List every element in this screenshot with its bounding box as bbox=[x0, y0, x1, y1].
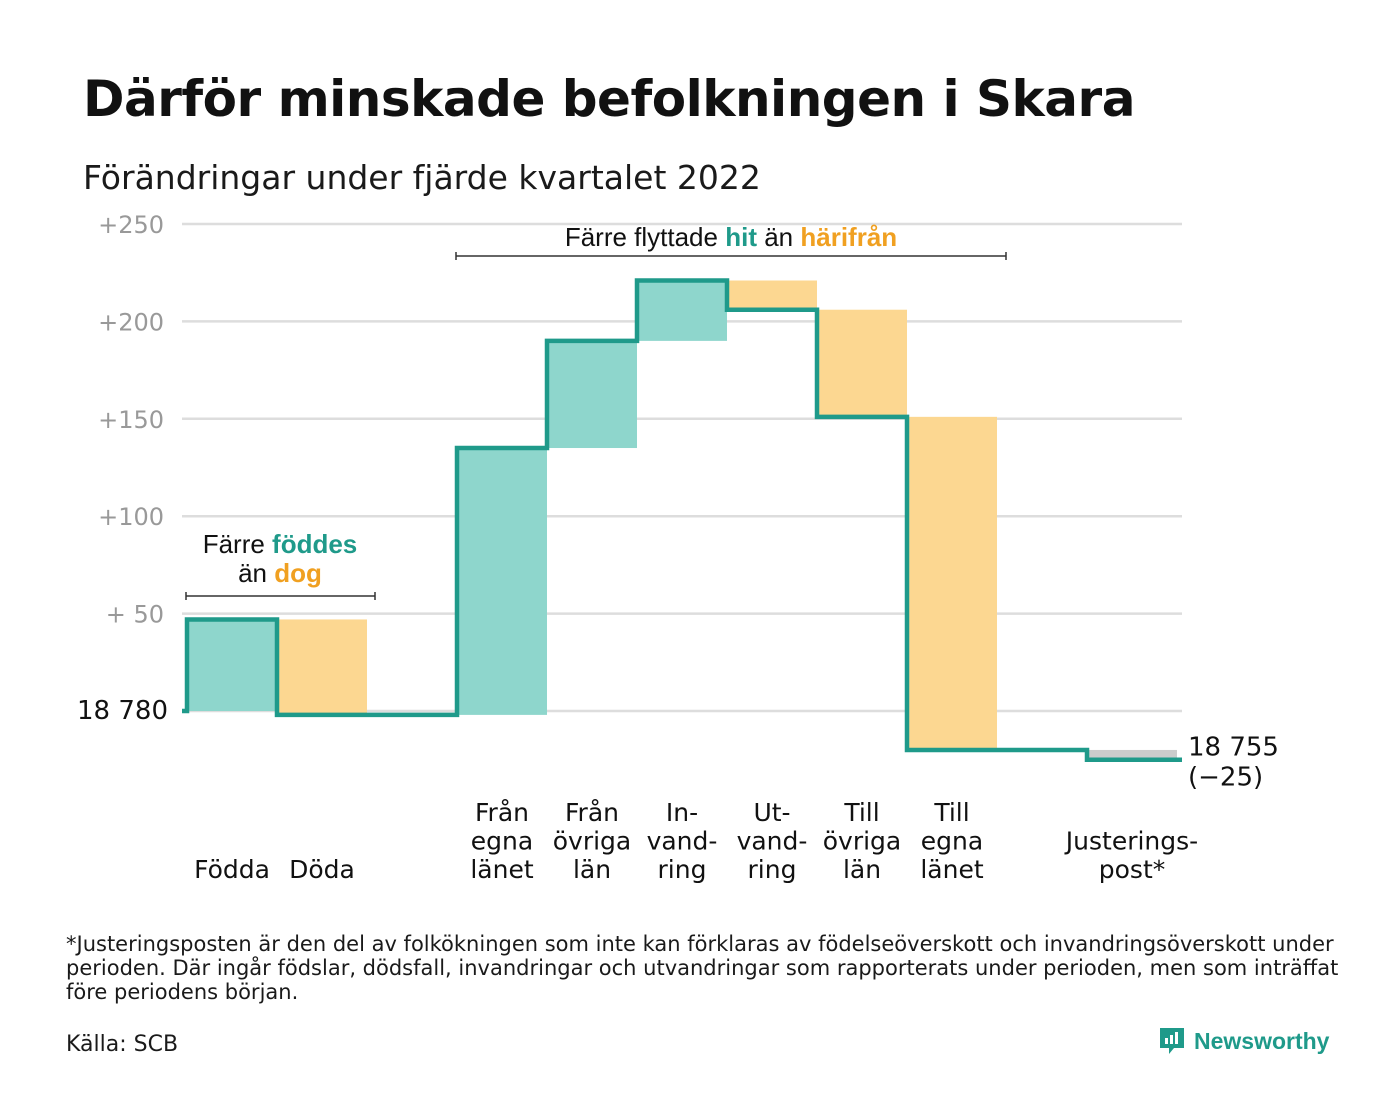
x-category-label: Till bbox=[933, 798, 969, 827]
x-category-label: In- bbox=[666, 798, 698, 827]
annotation-fragment: härifrån bbox=[800, 222, 897, 252]
annotation-fragment: än bbox=[238, 558, 274, 588]
annotation-births-deaths-line2: än dog bbox=[238, 558, 322, 588]
end-change-label: (−25) bbox=[1188, 763, 1263, 793]
x-category-label: Födda bbox=[194, 855, 270, 884]
x-category-label: vand- bbox=[647, 827, 718, 856]
y-tick-label: +100 bbox=[98, 503, 164, 531]
chart-title: Därför minskade befolkningen i Skara bbox=[83, 70, 1135, 128]
annotation-fragment: Färre bbox=[203, 529, 272, 559]
x-category-label: Döda bbox=[289, 855, 355, 884]
brand-name: Newsworthy bbox=[1194, 1027, 1330, 1054]
y-tick-label: +150 bbox=[98, 406, 164, 434]
chart-subtitle: Förändringar under fjärde kvartalet 2022 bbox=[83, 158, 761, 197]
baseline-label: 18 780 bbox=[77, 696, 168, 726]
x-category-label: post* bbox=[1099, 855, 1166, 884]
x-category-label: län bbox=[843, 855, 881, 884]
annotation-fragment: föddes bbox=[272, 529, 357, 559]
bar-adjustment bbox=[1087, 749, 1177, 760]
x-category-label: län bbox=[573, 855, 611, 884]
x-category-label: Justerings- bbox=[1064, 827, 1198, 856]
newsworthy-logo-icon bbox=[1160, 1028, 1184, 1054]
x-category-label: Från bbox=[475, 798, 529, 827]
source-label: Källa: SCB bbox=[66, 1032, 179, 1057]
brand-logo: Newsworthy bbox=[1158, 1026, 1329, 1056]
x-category-label: länet bbox=[920, 855, 983, 884]
y-tick-label: +200 bbox=[98, 308, 164, 336]
x-category-label: Till bbox=[843, 798, 879, 827]
x-category-label: ring bbox=[658, 855, 707, 884]
annotation-migration: Färre flyttade hit än härifrån bbox=[565, 222, 897, 252]
annotation-fragment: dog bbox=[274, 558, 322, 588]
x-category-label: ring bbox=[748, 855, 797, 884]
x-category-label: länet bbox=[470, 855, 533, 884]
x-category-label: egna bbox=[921, 827, 983, 856]
bar-increase bbox=[547, 340, 637, 449]
annotation-fragment: Färre flyttade bbox=[565, 222, 725, 252]
bar-increase bbox=[457, 448, 547, 715]
bar-increase bbox=[637, 280, 727, 341]
bar-decrease bbox=[727, 280, 817, 310]
bar-decrease bbox=[277, 619, 367, 715]
bar-decrease bbox=[907, 416, 997, 750]
x-category-label: Från bbox=[565, 798, 619, 827]
x-category-label: egna bbox=[471, 827, 533, 856]
cumulative-step-line bbox=[182, 278, 1182, 762]
annotation-fragment: hit bbox=[725, 222, 757, 252]
bar-increase bbox=[187, 619, 277, 711]
x-category-label: övriga bbox=[553, 827, 632, 856]
x-category-label: Ut- bbox=[753, 798, 790, 827]
x-category-label: övriga bbox=[823, 827, 902, 856]
x-category-label: vand- bbox=[737, 827, 808, 856]
annotation-fragment: än bbox=[757, 222, 800, 252]
footnote: *Justeringsposten är den del av folkökni… bbox=[66, 932, 1339, 1004]
annotation-births-deaths-line1: Färre föddes bbox=[203, 529, 358, 559]
y-tick-label: +250 bbox=[98, 211, 164, 239]
bar-decrease bbox=[817, 309, 907, 417]
end-value-label: 18 755 bbox=[1188, 733, 1279, 763]
y-tick-label: + 50 bbox=[106, 601, 164, 629]
